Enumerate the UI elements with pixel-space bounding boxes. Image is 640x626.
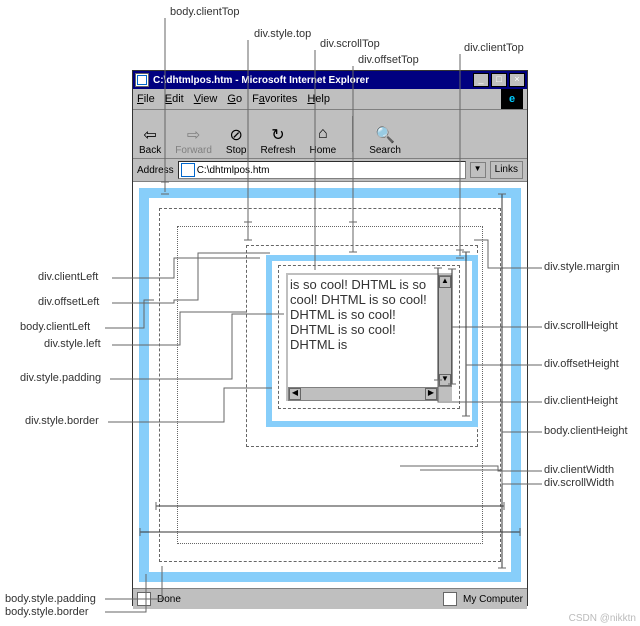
label-div-clientHeight: div.clientHeight [544, 395, 618, 407]
body-client-box: is so cool! DHTML is so cool! DHTML is s… [177, 226, 483, 544]
menu-favorites[interactable]: Favorites [252, 93, 297, 105]
label-div-scrollWidth: div.scrollWidth [544, 477, 614, 489]
watermark: CSDN @nikktn [569, 613, 636, 624]
toolbar-separator [352, 116, 353, 152]
stop-button[interactable]: ⊘ Stop [226, 125, 247, 156]
links-button[interactable]: Links [490, 161, 523, 179]
label-div-scrollHeight: div.scrollHeight [544, 320, 618, 332]
label-body-style-padding: body.style.padding [5, 593, 96, 605]
label-body-clientLeft: body.clientLeft [20, 321, 90, 333]
forward-arrow-icon: ⇨ [187, 125, 200, 143]
search-icon: 🔍 [375, 125, 395, 143]
home-button[interactable]: ⌂ Home [310, 125, 337, 156]
stop-label: Stop [226, 145, 247, 156]
zone-icon [443, 592, 457, 606]
address-value: C:\dhtmlpos.htm [197, 165, 270, 176]
menu-view[interactable]: View [194, 93, 218, 105]
horizontal-scrollbar[interactable]: ◀ ▶ [288, 387, 438, 401]
div-scroll-box: is so cool! DHTML is so cool! DHTML is s… [286, 273, 452, 401]
search-button[interactable]: 🔍 Search [369, 125, 401, 156]
label-body-style-border: body.style.border [5, 606, 89, 618]
menu-help[interactable]: Help [307, 93, 330, 105]
ie-logo-icon: e [501, 89, 523, 109]
refresh-label: Refresh [261, 145, 296, 156]
status-done-icon [137, 592, 151, 606]
scroll-right-icon[interactable]: ▶ [425, 388, 437, 400]
label-div-clientWidth: div.clientWidth [544, 464, 614, 476]
status-bar: Done My Computer [133, 588, 527, 609]
status-done-text: Done [157, 594, 181, 605]
home-label: Home [310, 145, 337, 156]
toolbar: ⇦ Back ⇨ Forward ⊘ Stop ↻ Refresh ⌂ Home 🔍 Sea… [133, 110, 527, 159]
refresh-icon: ↻ [271, 125, 284, 143]
label-body-clientTop: body.clientTop [170, 6, 240, 18]
address-label: Address [137, 165, 174, 176]
document-icon [135, 73, 149, 87]
maximize-button[interactable]: □ [491, 73, 507, 87]
label-div-scrollTop: div.scrollTop [320, 38, 380, 50]
page-icon [181, 163, 195, 177]
address-dropdown-button[interactable]: ▼ [470, 162, 486, 178]
scroll-up-icon[interactable]: ▲ [439, 276, 451, 288]
label-div-style-top: div.style.top [254, 28, 311, 40]
forward-label: Forward [175, 145, 212, 156]
label-div-offsetLeft: div.offsetLeft [38, 296, 99, 308]
ie-window: C:\dhtmlpos.htm - Microsoft Internet Exp… [132, 70, 528, 606]
stop-icon: ⊘ [230, 125, 243, 143]
home-icon: ⌂ [318, 125, 328, 143]
back-arrow-icon: ⇦ [143, 125, 156, 143]
back-label: Back [139, 145, 161, 156]
scroll-left-icon[interactable]: ◀ [289, 388, 301, 400]
diagram-stage: body.clientTop div.style.top div.scrollT… [0, 0, 640, 626]
status-zone-text: My Computer [463, 594, 523, 605]
label-div-clientTop: div.clientTop [464, 42, 524, 54]
viewport: is so cool! DHTML is so cool! DHTML is s… [133, 182, 527, 588]
close-button[interactable]: × [509, 73, 525, 87]
label-div-offsetHeight: div.offsetHeight [544, 358, 619, 370]
label-div-offsetTop: div.offsetTop [358, 54, 419, 66]
menubar: File Edit View Go Favorites Help e [133, 89, 527, 110]
label-div-style-border: div.style.border [25, 415, 99, 427]
label-div-clientLeft: div.clientLeft [38, 271, 98, 283]
div-content: is so cool! DHTML is so cool! DHTML is s… [288, 275, 438, 387]
scroll-down-icon[interactable]: ▼ [439, 374, 451, 386]
menu-file[interactable]: File [137, 93, 155, 105]
back-button[interactable]: ⇦ Back [139, 125, 161, 156]
vertical-scrollbar[interactable]: ▲ ▼ [438, 275, 452, 387]
search-label: Search [369, 145, 401, 156]
titlebar: C:\dhtmlpos.htm - Microsoft Internet Exp… [133, 71, 527, 89]
address-bar: Address C:\dhtmlpos.htm ▼ Links [133, 159, 527, 182]
window-title: C:\dhtmlpos.htm - Microsoft Internet Exp… [153, 75, 473, 86]
forward-button[interactable]: ⇨ Forward [175, 125, 212, 156]
refresh-button[interactable]: ↻ Refresh [261, 125, 296, 156]
menu-edit[interactable]: Edit [165, 93, 184, 105]
label-div-style-padding: div.style.padding [20, 372, 101, 384]
label-div-style-margin: div.style.margin [544, 261, 620, 273]
address-input[interactable]: C:\dhtmlpos.htm [178, 161, 466, 179]
minimize-button[interactable]: _ [473, 73, 489, 87]
menu-go[interactable]: Go [227, 93, 242, 105]
label-div-style-left: div.style.left [44, 338, 101, 350]
label-body-clientHeight: body.clientHeight [544, 425, 628, 437]
